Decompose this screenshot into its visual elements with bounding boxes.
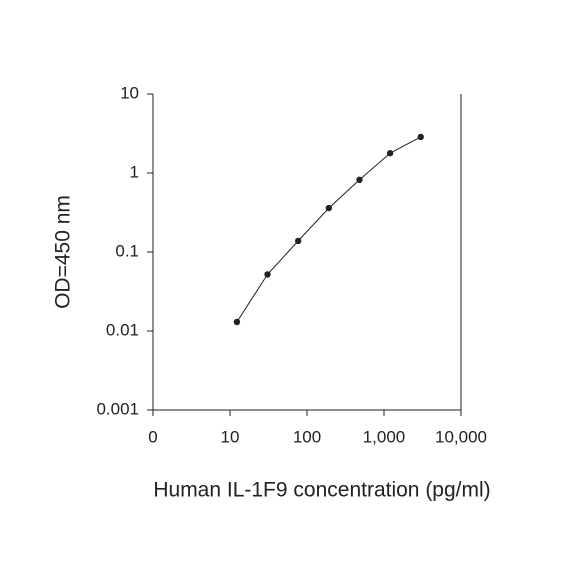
- x-tick-label: 0: [148, 427, 157, 446]
- data-point: [386, 150, 394, 157]
- x-tick-label: 10,000: [435, 427, 487, 446]
- x-tick-label: 100: [293, 427, 321, 446]
- data-point: [356, 176, 363, 184]
- data-point: [325, 204, 333, 212]
- y-tick-label: 10: [120, 83, 139, 102]
- y-tick-label: 0.1: [115, 241, 139, 260]
- data-point: [294, 237, 302, 245]
- data-point: [233, 318, 241, 326]
- y-tick-label: 0.001: [96, 399, 139, 418]
- y-axis-title: OD=450 nm: [52, 195, 75, 309]
- data-point: [264, 271, 271, 278]
- data-point: [417, 133, 424, 141]
- x-tick-label: 10: [221, 427, 240, 446]
- y-tick-label: 0.01: [106, 320, 139, 339]
- x-axis-title: Human IL-1F9 concentration (pg/ml): [153, 479, 490, 502]
- x-tick-label: 1,000: [363, 427, 406, 446]
- series-line: [236, 136, 421, 323]
- y-tick-label: 1: [130, 162, 139, 181]
